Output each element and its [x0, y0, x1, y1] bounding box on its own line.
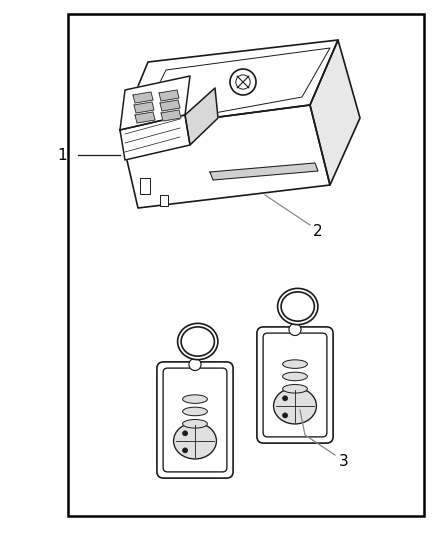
Circle shape	[236, 75, 250, 89]
Ellipse shape	[274, 388, 316, 424]
Bar	[68, 14, 424, 516]
Ellipse shape	[289, 324, 301, 335]
Polygon shape	[120, 40, 338, 130]
Polygon shape	[159, 90, 179, 101]
Text: 2: 2	[313, 224, 323, 239]
Polygon shape	[185, 88, 218, 145]
Circle shape	[183, 448, 187, 453]
Text: 3: 3	[339, 455, 349, 470]
Circle shape	[283, 413, 288, 418]
Ellipse shape	[281, 292, 314, 321]
Ellipse shape	[283, 360, 307, 368]
Polygon shape	[120, 115, 190, 160]
Circle shape	[230, 69, 256, 95]
Polygon shape	[161, 110, 181, 121]
Polygon shape	[210, 163, 318, 180]
Ellipse shape	[183, 395, 207, 403]
Ellipse shape	[278, 288, 318, 325]
Ellipse shape	[183, 419, 207, 428]
Polygon shape	[120, 105, 330, 208]
Ellipse shape	[178, 324, 218, 360]
Ellipse shape	[173, 423, 216, 459]
Polygon shape	[133, 92, 153, 103]
FancyBboxPatch shape	[163, 368, 227, 472]
Bar	[160, 195, 168, 206]
Polygon shape	[134, 102, 154, 113]
Ellipse shape	[183, 407, 207, 416]
FancyBboxPatch shape	[257, 327, 333, 443]
Polygon shape	[160, 100, 180, 111]
Ellipse shape	[181, 327, 214, 356]
FancyBboxPatch shape	[263, 333, 327, 437]
Polygon shape	[135, 112, 155, 123]
Circle shape	[283, 396, 288, 401]
FancyBboxPatch shape	[157, 362, 233, 478]
Text: 1: 1	[57, 148, 67, 163]
Ellipse shape	[189, 359, 201, 370]
Bar	[140, 178, 150, 194]
Circle shape	[183, 431, 187, 436]
Polygon shape	[120, 76, 190, 130]
Polygon shape	[310, 40, 360, 185]
Ellipse shape	[283, 372, 307, 381]
Ellipse shape	[283, 384, 307, 393]
